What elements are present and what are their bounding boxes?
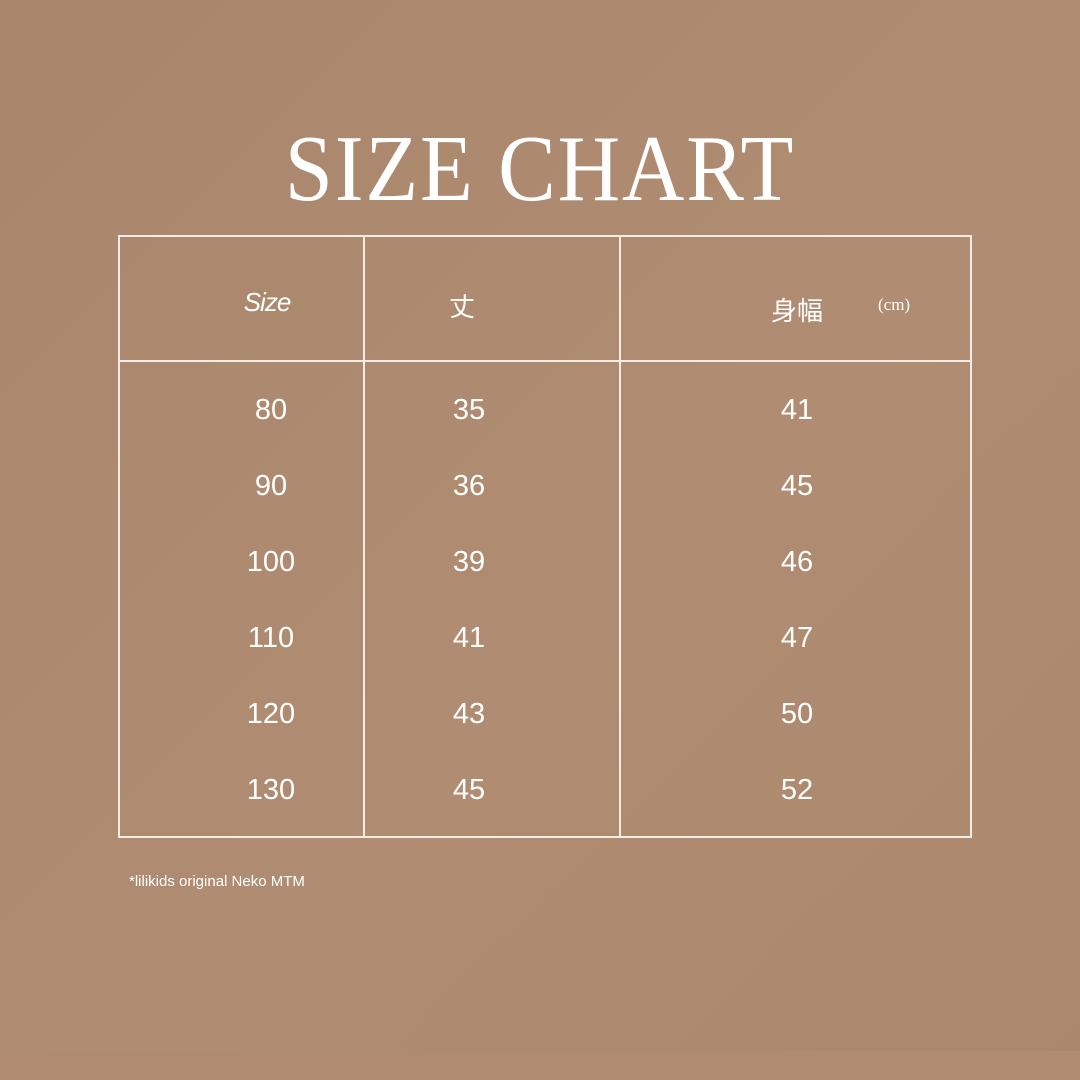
footnote: *lilikids original Neko MTM xyxy=(129,873,305,890)
bottom-band xyxy=(0,1051,1080,1080)
header-divider xyxy=(120,360,970,362)
table-cell: 130 xyxy=(246,774,296,806)
unit-label: (cm) xyxy=(878,295,911,314)
table-cell: 52 xyxy=(780,774,814,806)
table-cell: 50 xyxy=(780,698,814,730)
table-cell: 80 xyxy=(254,394,288,426)
column-divider xyxy=(619,237,621,836)
column-divider xyxy=(363,237,365,836)
table-cell: 43 xyxy=(452,698,486,730)
table-cell: 45 xyxy=(452,774,486,806)
table-cell: 47 xyxy=(780,622,814,654)
table-cell: 41 xyxy=(452,622,486,654)
table-cell: 46 xyxy=(780,546,814,578)
table-cell: 45 xyxy=(780,470,814,502)
table-cell: 120 xyxy=(246,698,296,730)
table-cell: 90 xyxy=(254,470,288,502)
header-length: 丈 xyxy=(448,292,476,322)
table-cell: 35 xyxy=(452,394,486,426)
page-title: SIZE CHART xyxy=(284,117,796,221)
table-cell: 36 xyxy=(452,470,486,502)
table-cell: 41 xyxy=(780,394,814,426)
header-size: Size xyxy=(243,287,292,317)
size-table: Size 丈 身幅 (cm) 80 35 41 90 36 45 100 39 46 110 41 4… xyxy=(118,235,972,838)
table-cell: 100 xyxy=(246,546,296,578)
header-width: 身幅 xyxy=(770,296,824,326)
table-cell: 110 xyxy=(247,622,295,654)
table-cell: 39 xyxy=(452,546,486,578)
